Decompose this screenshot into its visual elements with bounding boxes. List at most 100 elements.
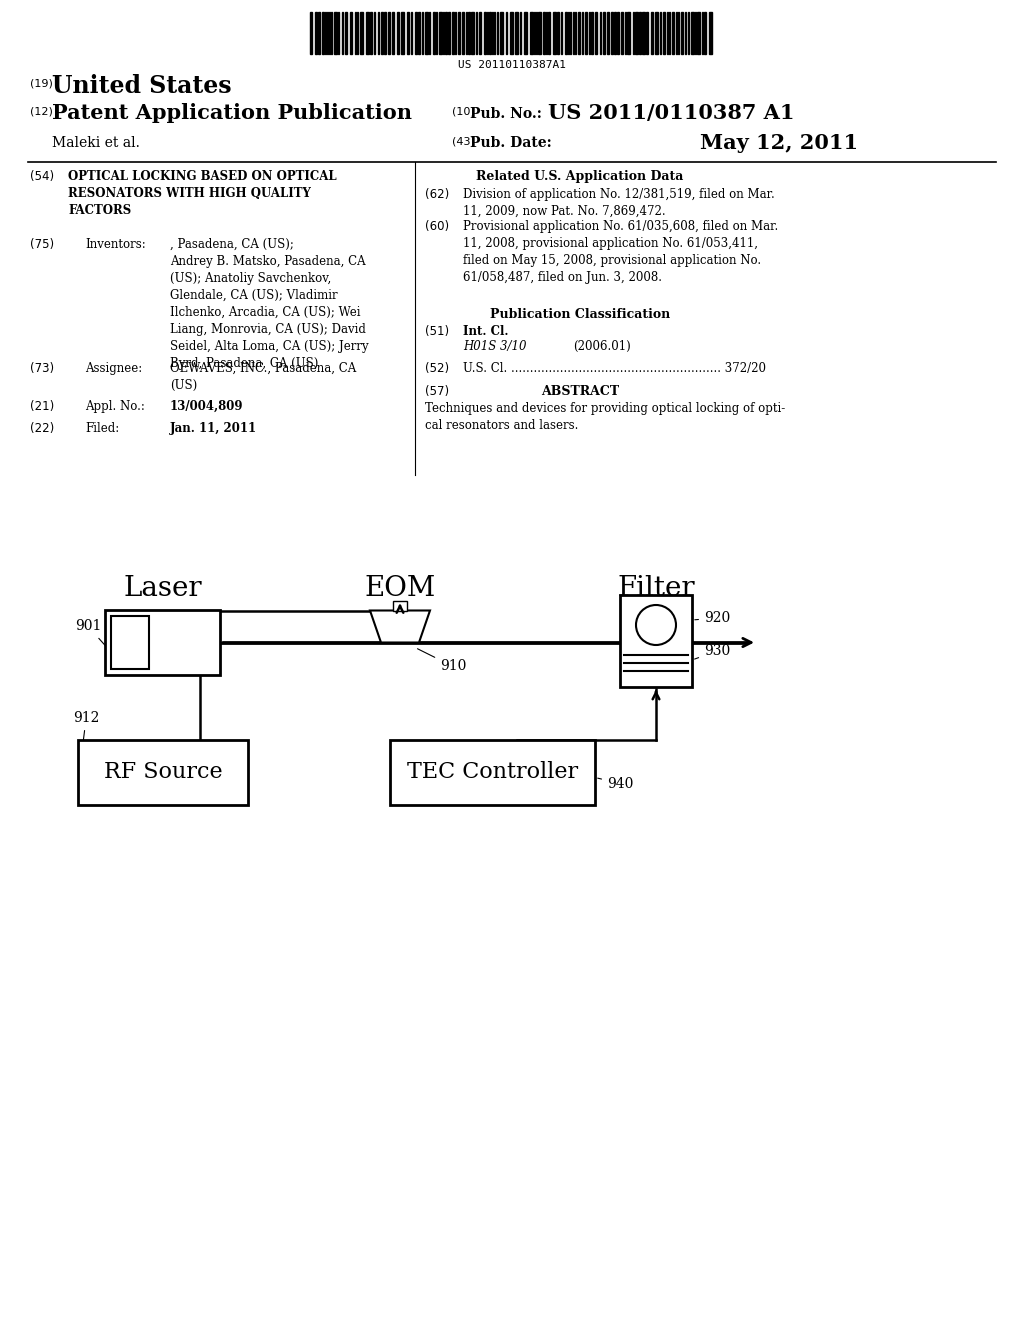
Bar [538,12,541,54]
Text: (60): (60) [425,220,450,234]
Bar [639,12,641,54]
Text: Related U.S. Application Data: Related U.S. Application Data [476,170,684,183]
Bar [370,12,372,54]
Text: (19): (19) [30,78,53,88]
Text: Laser: Laser [123,576,202,602]
Bar [681,12,683,54]
Bar [415,12,417,54]
Text: (52): (52) [425,362,450,375]
Text: Inventors:: Inventors: [85,238,145,251]
Text: (75): (75) [30,238,54,251]
Text: Filter: Filter [617,576,695,602]
Text: Filed:: Filed: [85,422,119,436]
Bar [621,12,623,54]
Bar [548,12,550,54]
Bar [111,616,150,669]
Bar [530,12,534,54]
Text: 912: 912 [73,711,99,741]
Text: US 20110110387A1: US 20110110387A1 [458,59,566,70]
Bar [585,12,587,54]
Bar [617,12,618,54]
Text: Publication Classification: Publication Classification [489,308,670,321]
Text: 940: 940 [598,776,634,791]
Text: OPTICAL LOCKING BASED ON OPTICAL
RESONATORS WITH HIGH QUALITY
FACTORS: OPTICAL LOCKING BASED ON OPTICAL RESONAT… [68,170,337,216]
Text: U.S. Cl. ........................................................ 372/20: U.S. Cl. ...............................… [463,362,766,375]
Bar [607,12,609,54]
Bar [489,12,490,54]
Bar [471,12,474,54]
Bar [322,12,324,54]
Text: 901: 901 [75,619,105,645]
Text: Provisional application No. 61/035,608, filed on Mar.
11, 2008, provisional appl: Provisional application No. 61/035,608, … [463,220,778,284]
Text: Int. Cl.: Int. Cl. [463,325,509,338]
Bar [651,12,653,54]
Bar [578,12,580,54]
Text: Assignee:: Assignee: [85,362,142,375]
Bar [603,12,605,54]
Bar [458,12,460,54]
Bar [439,12,442,54]
Bar [105,610,220,675]
Bar [635,12,638,54]
Text: Appl. No.:: Appl. No.: [85,400,144,413]
Bar [614,12,616,54]
Text: Jan. 11, 2011: Jan. 11, 2011 [170,422,257,436]
Text: 910: 910 [418,648,466,673]
Bar [315,12,317,54]
Bar [468,12,470,54]
Bar [627,12,630,54]
Text: 930: 930 [694,644,730,659]
Text: US 2011/0110387 A1: US 2011/0110387 A1 [548,103,795,123]
Bar [393,601,407,610]
Text: (54): (54) [30,170,54,183]
Bar [78,741,248,805]
Text: (62): (62) [425,187,450,201]
Bar [418,12,420,54]
Bar [445,12,447,54]
Bar [515,12,518,54]
Bar [709,12,712,54]
Bar [557,12,559,54]
Bar [479,12,481,54]
Bar [642,12,645,54]
Bar [484,12,486,54]
Bar [318,12,319,54]
Text: Pub. No.:: Pub. No.: [470,107,542,121]
Text: (12): (12) [30,107,53,117]
Bar [591,12,593,54]
Polygon shape [370,610,430,643]
Bar [543,12,545,54]
Bar [524,12,527,54]
Bar [433,12,435,54]
Bar [334,12,337,54]
Text: Techniques and devices for providing optical locking of opti-
cal resonators and: Techniques and devices for providing opt… [425,403,785,432]
Bar [500,12,503,54]
Bar [655,12,658,54]
Text: Maleki et al.: Maleki et al. [52,136,140,150]
Bar [663,12,665,54]
Bar [705,12,706,54]
Bar [392,12,394,54]
Text: (21): (21) [30,400,54,413]
Bar [646,12,648,54]
Text: EOM: EOM [365,576,435,602]
Text: (2006.01): (2006.01) [573,341,631,352]
Bar [462,12,464,54]
Text: 13/004,809: 13/004,809 [170,400,244,413]
Bar [397,12,399,54]
Bar [401,12,404,54]
Bar [381,12,383,54]
Bar [620,595,692,686]
Text: Division of application No. 12/381,519, filed on Mar.
11, 2009, now Pat. No. 7,8: Division of application No. 12/381,519, … [463,187,775,218]
Bar [553,12,556,54]
Bar [611,12,613,54]
Bar [510,12,513,54]
Text: (22): (22) [30,422,54,436]
Bar [360,12,362,54]
Bar [452,12,454,54]
Bar [697,12,700,54]
Bar [449,12,450,54]
Text: OEWAVES, INC., Pasadena, CA
(US): OEWAVES, INC., Pasadena, CA (US) [170,362,356,392]
Bar [388,12,390,54]
Text: (10): (10) [452,107,475,117]
